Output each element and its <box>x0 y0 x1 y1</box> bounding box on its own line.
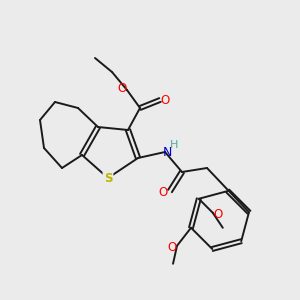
Text: O: O <box>158 187 168 200</box>
Text: O: O <box>160 94 169 106</box>
Text: O: O <box>167 241 177 254</box>
Text: S: S <box>104 172 112 184</box>
Text: O: O <box>213 208 222 221</box>
Text: O: O <box>117 82 127 94</box>
Text: N: N <box>162 146 172 158</box>
Text: H: H <box>170 140 178 150</box>
